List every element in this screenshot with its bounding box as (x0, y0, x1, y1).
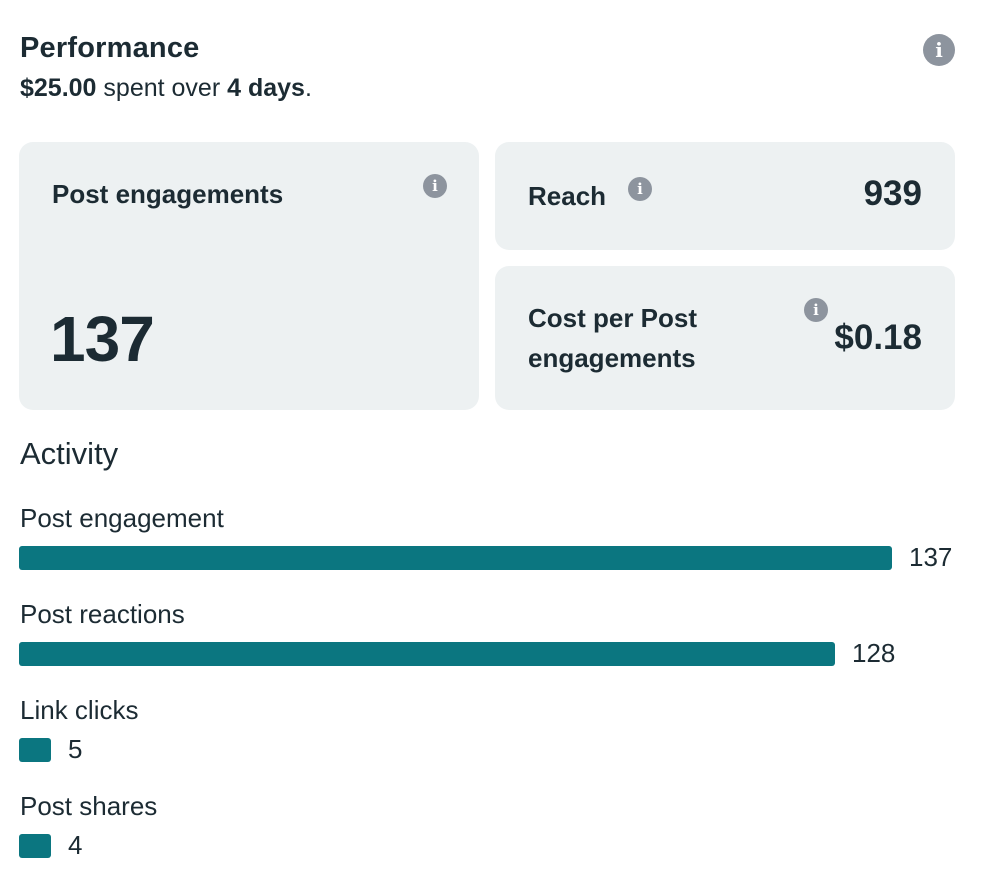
spent-suffix: . (304, 74, 312, 102)
activity-value: 137 (909, 542, 953, 572)
page-title: Performance (20, 32, 200, 64)
activity-bar (19, 738, 51, 762)
cost-per-label-line1: Cost per Post (528, 303, 698, 333)
info-icon[interactable]: i (628, 177, 652, 201)
activity-bar (19, 834, 51, 858)
activity-label: Post shares (20, 791, 158, 821)
post-engagements-label: Post engagements (52, 179, 284, 209)
info-icon[interactable]: i (923, 34, 955, 66)
spent-amount: $25.00 (20, 74, 97, 102)
activity-title: Activity (20, 436, 119, 471)
activity-bar (19, 546, 892, 570)
cost-per-label: Cost per Post engagements (528, 298, 697, 378)
spent-text: spent over (103, 74, 221, 102)
cost-per-engagement-card: Cost per Post engagements i $0.18 (495, 266, 955, 410)
post-engagements-card: Post engagements i 137 (19, 142, 479, 410)
activity-bar (19, 642, 835, 666)
cost-per-label-line2: engagements (528, 343, 696, 373)
post-engagements-value: 137 (50, 303, 155, 375)
reach-label: Reach (528, 181, 607, 211)
info-icon[interactable]: i (804, 298, 828, 322)
activity-label: Post engagement (20, 503, 224, 533)
reach-card: Reach i 939 (495, 142, 955, 250)
reach-value: 939 (863, 174, 922, 213)
cost-per-value: $0.18 (834, 318, 922, 357)
spend-summary: $25.00 spent over 4 days. (20, 74, 312, 103)
info-icon[interactable]: i (423, 174, 447, 198)
activity-value: 128 (852, 638, 896, 668)
activity-value: 4 (68, 830, 83, 860)
spent-duration: 4 days (227, 74, 305, 102)
activity-label: Post reactions (20, 599, 185, 629)
activity-label: Link clicks (20, 695, 139, 725)
activity-value: 5 (68, 734, 83, 764)
